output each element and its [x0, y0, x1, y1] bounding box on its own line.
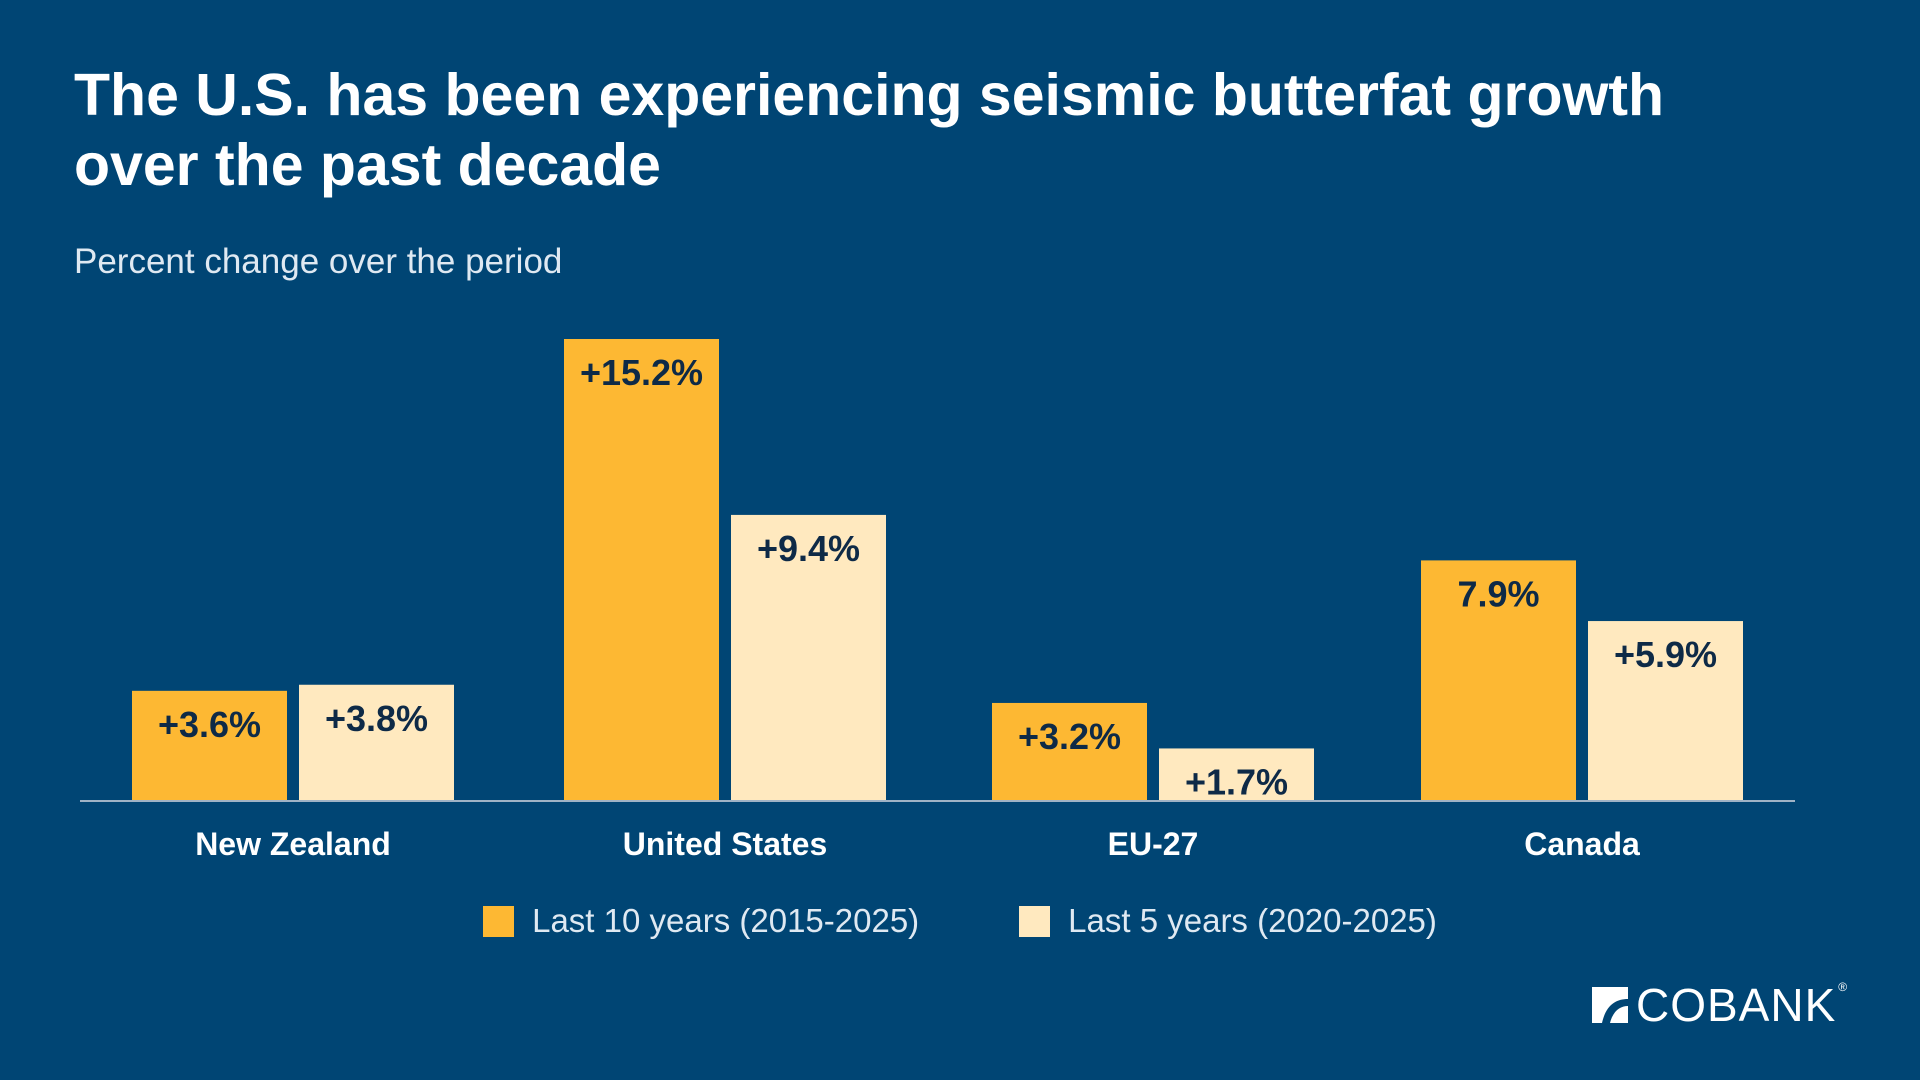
category-label: New Zealand: [195, 826, 391, 862]
category-label: EU-27: [1108, 826, 1199, 862]
cobank-logo-mark-icon: [1592, 987, 1628, 1023]
data-label-eu-27-5yr: +1.7%: [1185, 761, 1288, 802]
data-label-canada-10yr: 7.9%: [1457, 573, 1539, 614]
data-label-canada-5yr: +5.9%: [1614, 634, 1717, 675]
bar-eu-27-5yr: [1159, 748, 1314, 800]
bar-new-zealand-5yr: [299, 684, 454, 800]
bar-united-states-5yr: [731, 514, 886, 800]
data-label-united-states-5yr: +9.4%: [757, 528, 860, 569]
legend-item-10yr: Last 10 years (2015-2025): [483, 902, 919, 940]
bars-group: +3.6% +3.8% +15.2% +9.4% +3.2% +1.7% 7.9% +5.9%: [132, 339, 1743, 802]
category-label: Canada: [1524, 826, 1640, 862]
bar-eu-27-10yr: [992, 702, 1147, 800]
data-label-new-zealand-10yr: +3.6%: [158, 704, 261, 745]
cobank-logo-registered: ®: [1838, 980, 1848, 994]
category-labels: New Zealand United States EU-27 Canada: [195, 826, 1640, 862]
data-label-new-zealand-5yr: +3.8%: [325, 698, 428, 739]
legend-swatch-10yr: [483, 905, 515, 937]
legend: Last 10 years (2015-2025) Last 5 years (…: [0, 902, 1920, 940]
bar-united-states-10yr: [564, 339, 719, 800]
bar-new-zealand-10yr: [132, 690, 287, 800]
legend-label-5yr: Last 5 years (2020-2025): [1068, 902, 1437, 939]
legend-swatch-5yr: [1019, 905, 1051, 937]
data-label-eu-27-10yr: +3.2%: [1018, 716, 1121, 757]
chart-title: The U.S. has been experiencing seismic b…: [74, 62, 1665, 198]
data-label-united-states-10yr: +15.2%: [580, 352, 703, 393]
legend-item-5yr: Last 5 years (2020-2025): [1019, 902, 1437, 940]
bar-canada-10yr: [1421, 560, 1576, 800]
legend-label-10yr: Last 10 years (2015-2025): [532, 902, 920, 939]
bar-chart: +3.6% +3.8% +15.2% +9.4% +3.2% +1.7% 7.9% +5.9%…: [80, 339, 1795, 862]
cobank-logo-text: COBANK: [1636, 979, 1837, 1031]
cobank-logo: COBANK ®: [1590, 980, 1847, 1030]
bar-canada-5yr: [1588, 621, 1743, 800]
category-label: United States: [623, 826, 827, 862]
chart-subtitle: Percent change over the period: [74, 242, 563, 281]
